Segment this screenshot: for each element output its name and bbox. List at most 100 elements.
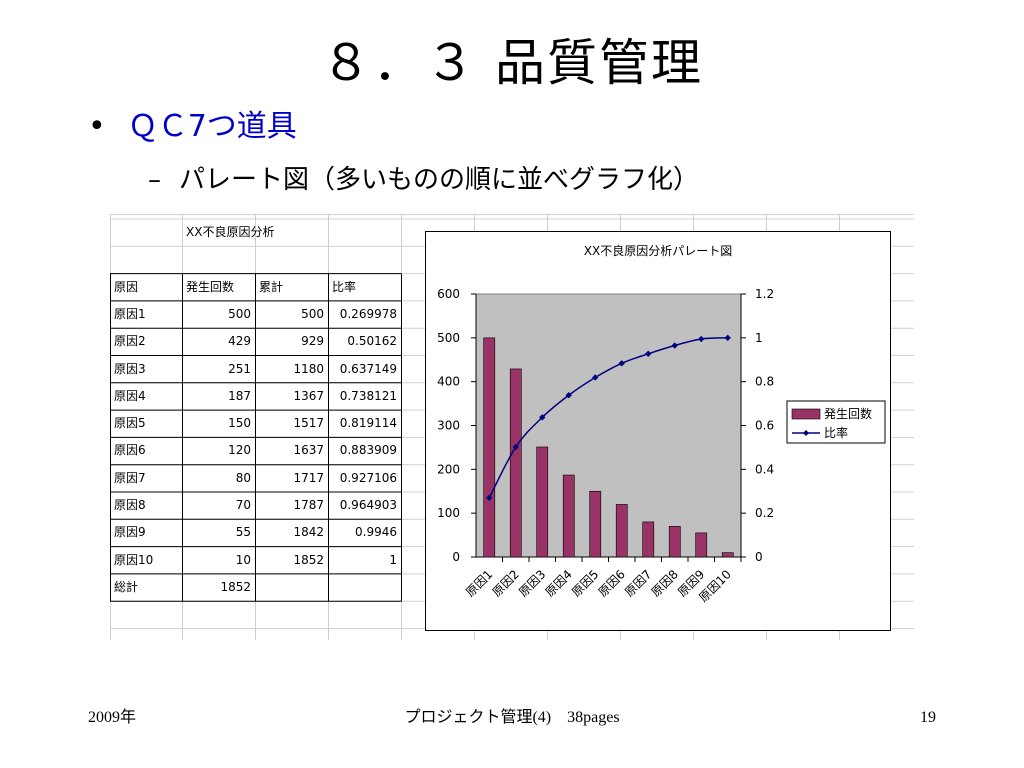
bullet-dot: • [88, 109, 106, 144]
table-cell: 251 [228, 361, 251, 376]
y-right-tick-label: 0.6 [755, 419, 774, 433]
slide-title: ８．３ 品質管理 [321, 34, 703, 92]
table-cell: 原因5 [114, 416, 146, 431]
ratio-point [539, 414, 546, 421]
y-left-tick-label: 400 [437, 375, 460, 389]
table-cell: 929 [301, 334, 324, 349]
table-total-value: 1852 [220, 579, 251, 594]
sub-bullet-text: パレート図（多いものの順に並べグラフ化） [179, 165, 700, 195]
table-cell: 187 [228, 388, 251, 403]
table-cell: 0.819114 [339, 416, 397, 431]
table-cell: 1842 [293, 525, 324, 540]
sub-bullet-item: – パレート図（多いものの順に並べグラフ化） [148, 160, 699, 200]
ratio-point [565, 392, 572, 399]
table-cell: 原因6 [114, 443, 146, 458]
ratio-point [671, 342, 678, 349]
y-left-tick-label: 300 [437, 419, 460, 433]
bullet-text: ＱＣ7つ道具 [127, 109, 297, 144]
bar-原因1 [483, 337, 496, 558]
table-cell: 原因9 [114, 525, 146, 540]
x-tick-label: 原因5 [569, 567, 601, 599]
y-left-tick-label: 600 [437, 287, 460, 301]
bar-原因5 [589, 490, 602, 558]
table-cell: 原因4 [114, 388, 146, 403]
table-cell: 0.883909 [339, 443, 397, 458]
ratio-point [592, 374, 599, 381]
table-total-label: 総計 [114, 579, 139, 594]
table-cell: 原因10 [114, 552, 154, 567]
y-right-tick-label: 0.2 [755, 506, 774, 520]
table-cell: 1 [389, 552, 397, 567]
table-cell: 70 [235, 498, 251, 512]
bar-原因2 [509, 368, 522, 558]
table-cell: 0.738121 [339, 388, 397, 403]
ratio-point [724, 334, 731, 342]
y-right-tick-label: 1.2 [755, 287, 774, 301]
spreadsheet-image: XX不良原因分析 原因 発生回数 累計 比率 原因1 500 500 0.269978 原因2 4… [110, 214, 914, 640]
y-right-tick-label: 0.8 [755, 375, 774, 389]
page-number: 19 [920, 709, 936, 726]
chart-svg: 010020030040050060000.20.40.60.811.2原因1原… [437, 287, 886, 605]
sub-bullet-dash: – [148, 165, 161, 195]
table-cell: 0.50162 [347, 334, 397, 349]
table-cell: 1180 [293, 361, 324, 376]
y-right-tick-label: 1 [755, 331, 763, 345]
x-tick-label: 原因6 [596, 567, 628, 599]
x-tick-label: 原因2 [490, 567, 522, 599]
y-left-tick-label: 100 [437, 506, 460, 520]
table-title: XX不良原因分析 [186, 225, 275, 239]
table-cell: 10 [235, 552, 251, 567]
ratio-point [486, 494, 493, 502]
footer-center-text: プロジェクト管理(4) 38pages [404, 709, 620, 726]
table-cell: 120 [228, 443, 251, 458]
table-cell: 80 [235, 470, 251, 485]
table-cell: 1717 [293, 470, 324, 485]
legend-bar-swatch [791, 408, 821, 420]
table-cell: 0.269978 [339, 306, 397, 321]
ratio-point [698, 335, 705, 343]
table-cell: 0.964903 [339, 498, 397, 512]
y-left-tick-label: 500 [437, 331, 460, 345]
bar-原因6 [615, 504, 628, 558]
pareto-chart: 0 100 200 300 400 500 600 0 0.2 0.4 0.6 0.8 1 1.2 原因1 原… [425, 231, 891, 631]
bar-原因3 [536, 446, 549, 558]
table-header-cell: 比率 [332, 279, 357, 294]
y-right-tick-label: 0.4 [755, 462, 774, 476]
table-header-cell: 発生回数 [186, 279, 235, 294]
ratio-line [488, 337, 728, 499]
table-cell: 1787 [293, 498, 324, 512]
footer-date: 2009年 [88, 709, 137, 726]
table-cell: 原因7 [114, 470, 146, 485]
table-cell: 55 [235, 525, 251, 540]
table-cell: 150 [228, 416, 251, 431]
table-cell: 0.9946 [355, 525, 397, 540]
table-cell: 0.637149 [339, 361, 397, 376]
x-tick-label: 原因3 [516, 567, 548, 599]
bar-原因8 [668, 526, 681, 558]
table-cell: 1367 [293, 388, 324, 403]
y-left-tick-label: 0 [452, 550, 460, 564]
bullet-item: • ＱＣ7つ道具 [88, 105, 297, 149]
table-cell: 0.927106 [339, 470, 397, 485]
table-cell: 429 [228, 334, 251, 349]
table-cell: 原因8 [114, 498, 146, 512]
bar-原因10 [721, 552, 734, 558]
legend-label-bar: 発生回数 [824, 406, 872, 421]
bar-原因4 [562, 474, 575, 558]
bar-原因9 [695, 532, 708, 558]
ratio-point [512, 443, 519, 451]
table-cell: 500 [301, 306, 324, 321]
table-cell: 1852 [293, 552, 324, 567]
table-cell: 原因3 [114, 361, 146, 376]
table-cell: 500 [228, 306, 251, 321]
table-header-cell: 原因 [114, 279, 139, 294]
y-left-tick-label: 200 [437, 462, 460, 476]
ratio-point [618, 360, 625, 367]
y-right-tick-label: 0 [755, 550, 763, 564]
x-tick-label: 原因7 [622, 567, 654, 599]
x-tick-label: 原因8 [649, 567, 681, 599]
bar-原因7 [642, 521, 655, 558]
chart-title: XX不良原因分析パレート図 [583, 244, 733, 258]
legend-label-line: 比率 [824, 425, 848, 440]
